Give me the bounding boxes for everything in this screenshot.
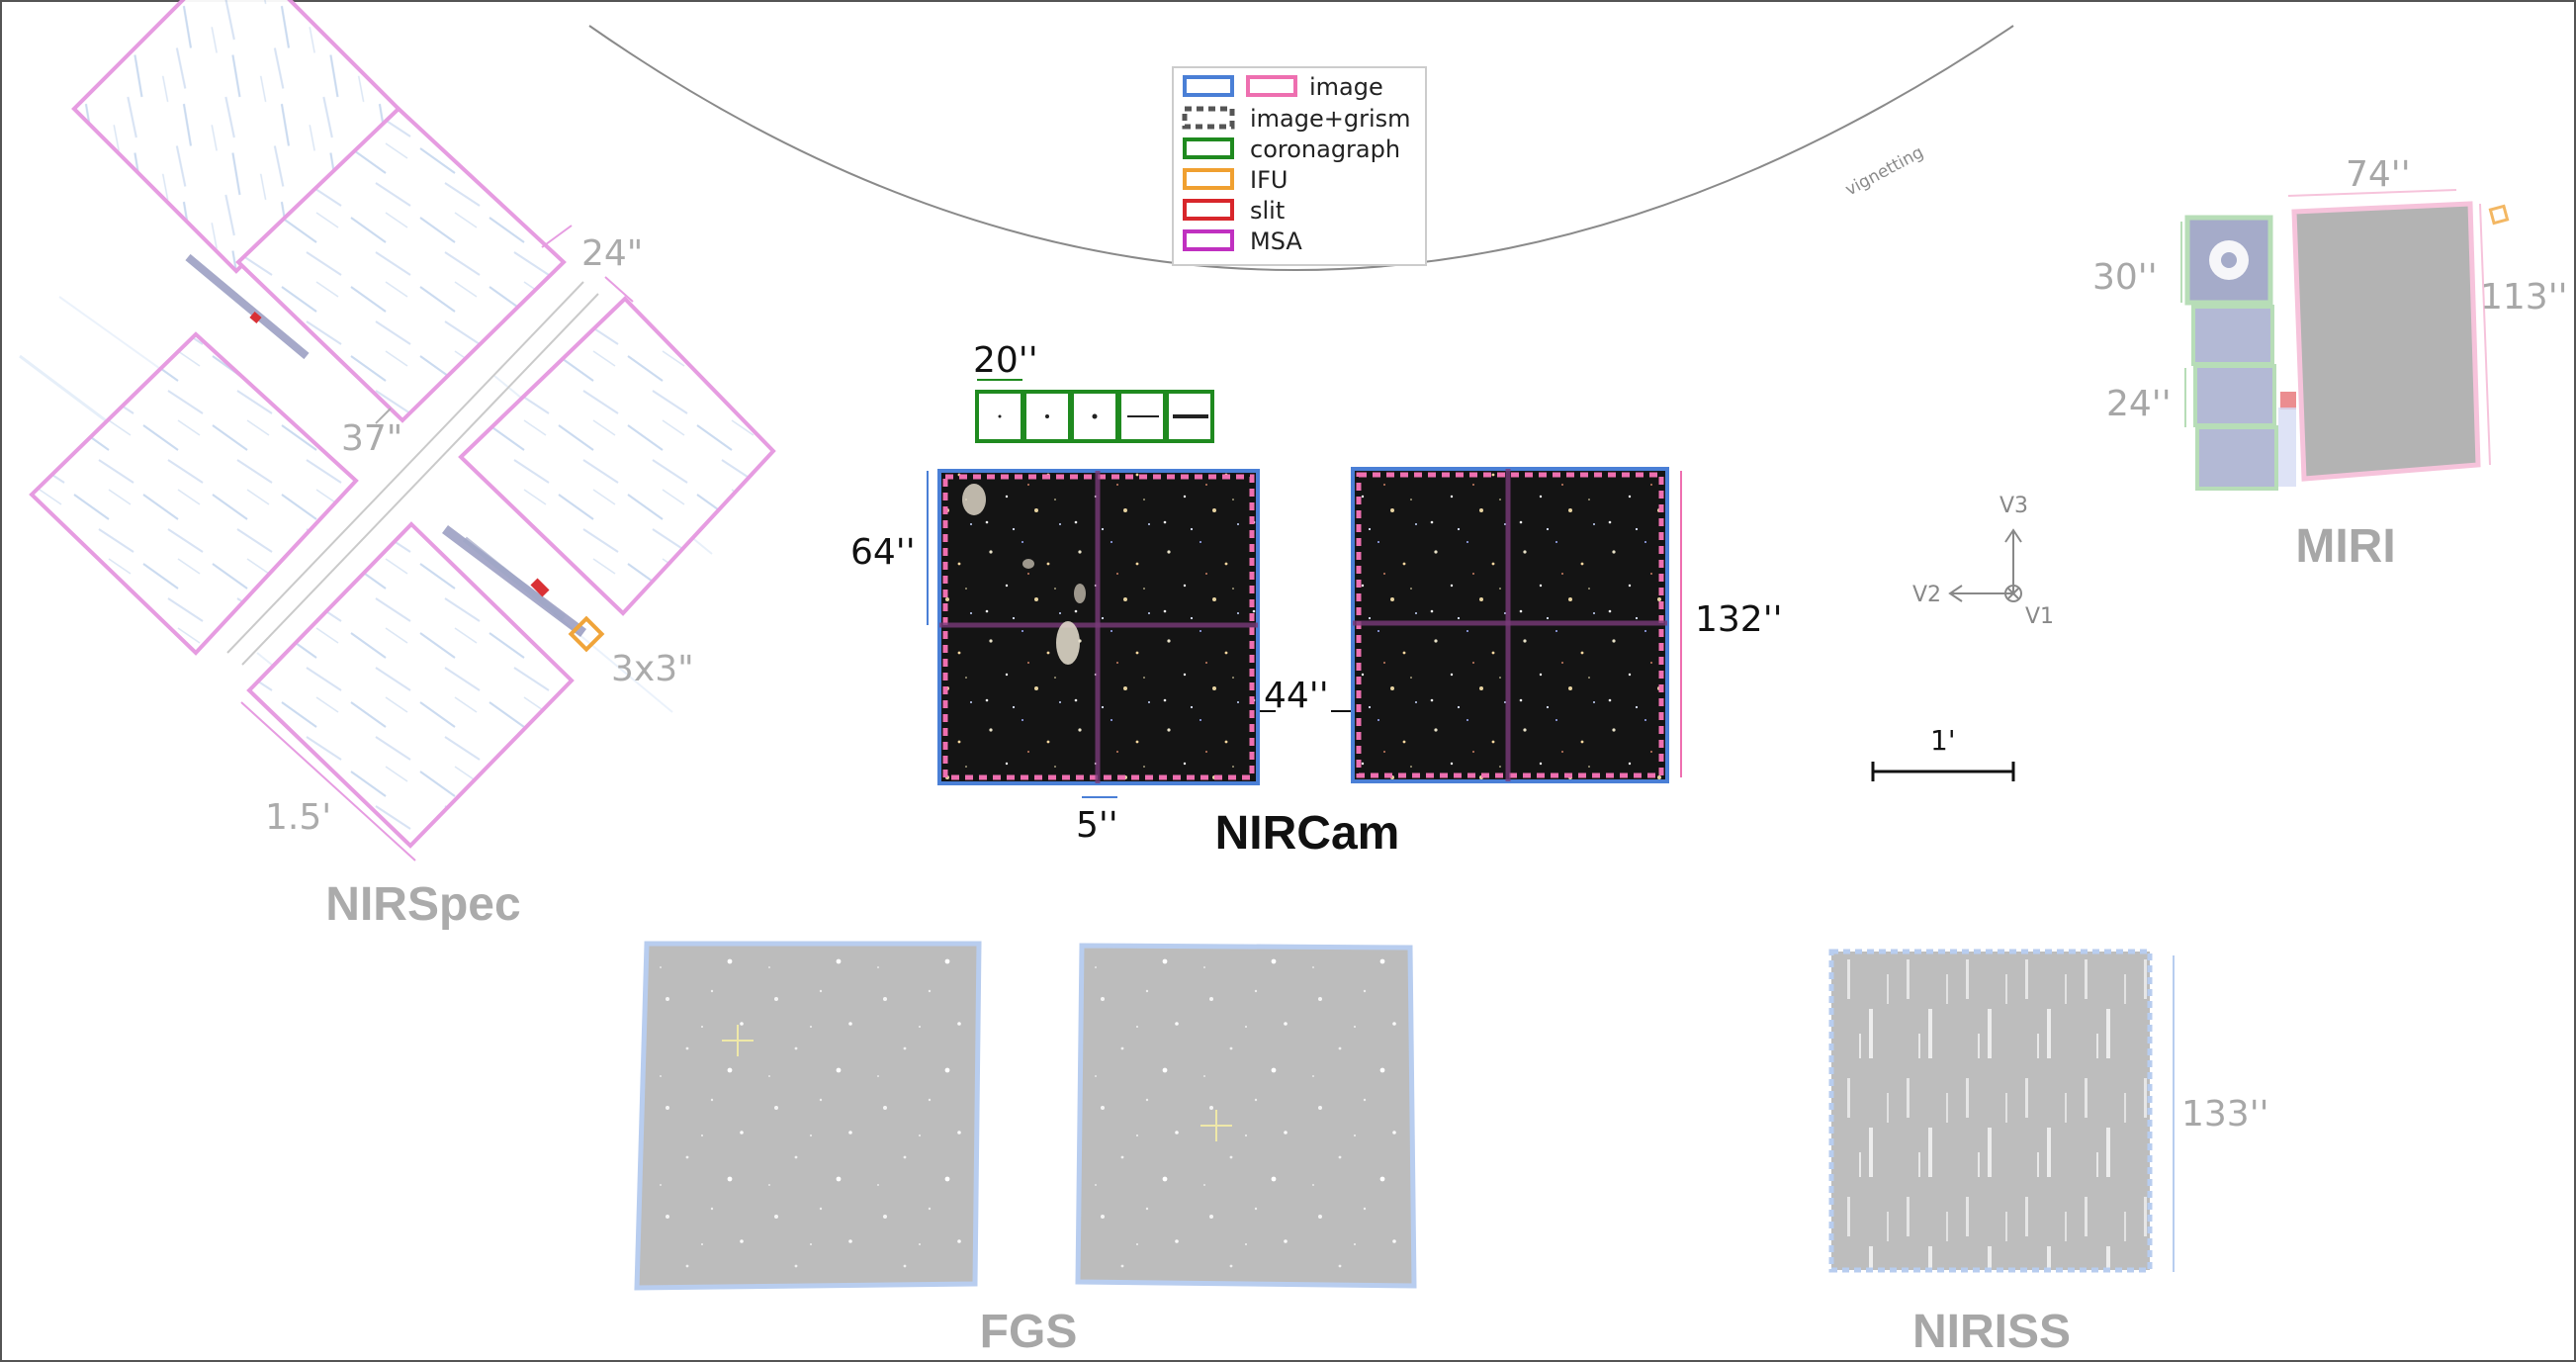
nirspec-dim-gap-mid: 37" [341,418,402,459]
miri-coronagraph-4qpm-3 [2195,425,2278,491]
vignetting-label: vignetting [1842,142,1927,200]
niriss-group: 133'' NIRISS [1828,949,2269,1358]
legend-label-msa: MSA [1250,227,1302,255]
miri-dim-width: 74'' [2346,154,2411,195]
legend-swatch-image-pink [1246,75,1297,97]
miri-dim-coronagraph: 30'' [2092,257,2158,298]
legend-swatch-slit [1183,199,1234,221]
nirspec-dim-side: 1.5' [265,797,331,838]
nircam-dim-height: 64'' [850,532,916,573]
legend-label-coronagraph: coronagraph [1250,136,1400,163]
v1-label: V1 [2025,604,2054,629]
nirspec-msa-quadrant-3 [458,296,776,616]
nircam-title: NIRCam [1215,807,1400,860]
legend-label-image: image [1309,73,1383,101]
nirspec-fixed-slit-upper [185,253,310,360]
nirspec-title: NIRSpec [325,878,520,931]
legend-swatch-msa [1183,229,1234,251]
nirspec-group: 24" 37" 3x3" 1.5' NIRSpec [19,0,776,931]
niriss-dim: 133'' [2181,1094,2269,1135]
vignetting-arc [588,25,2014,271]
miri-ifu-box [2488,204,2510,226]
niriss-detector [1831,952,2150,1270]
nircam-dim-gap-detector: 5'' [1076,805,1118,846]
miri-dim-height: 113'' [2480,277,2568,318]
legend-swatch-grism [1182,106,1235,130]
niriss-title: NIRISS [1912,1306,2071,1358]
nircam-dim-coronagraph: 20'' [973,340,1038,381]
v-axes: V3 V2 V1 [1912,494,2054,629]
legend-label-grism: image+grism [1250,105,1411,133]
scale-bar: 1' [1871,724,2015,781]
miri-width-dim-line [2287,189,2457,197]
legend-label-slit: slit [1250,197,1285,225]
nirspec-gap-line-1 [226,281,584,654]
nircam-group: 20'' 64'' 5'' 44'' [850,340,1783,860]
miri-imager [2291,201,2481,482]
nirspec-gap-line-2 [241,293,599,666]
miri-dim-small: 24'' [2106,384,2172,424]
miri-group [2180,189,2510,491]
nircam-module-a: 64'' 5'' [850,469,1260,846]
nircam-dim-long: 132'' [1695,599,1783,640]
miri-title: MIRI [2295,520,2395,573]
nirspec-msa-quadrant-2 [29,331,359,656]
nircam-module-b: 132'' [1351,467,1783,783]
miri-coronagraph-4qpm-2 [2193,364,2276,427]
scale-bar-label: 1' [1930,724,1956,757]
v1-axis-symbol [2004,585,2022,602]
fgs-detector-1 [634,941,982,1291]
nirspec-slit-mark-upper [249,311,262,324]
nircam-coronagraph-3 [1070,390,1119,443]
legend-swatch-coronagraph [1183,137,1234,159]
v2-label: V2 [1912,583,1941,607]
legend-swatch-ifu [1183,168,1234,190]
nirspec-slit-mark-lower [530,578,550,597]
legend-label-ifu: IFU [1250,166,1288,194]
fgs-title: FGS [980,1306,1078,1358]
fgs-detector-2 [1075,943,1417,1289]
miri-height-dim-line [2479,203,2491,466]
nirspec-ifu-box [568,615,605,653]
fgs-group: FGS [634,941,1417,1358]
nirspec-msa-quadrant-4 [246,521,575,849]
nirspec-msa-quadrant-1 [235,106,567,423]
nirspec-dim-gap-top: 24" [581,233,643,274]
nircam-dim-gap-module: 44'' [1264,676,1329,716]
nirspec-dim-ifu: 3x3" [611,649,694,689]
nircam-coronagraph-strip: 20'' [973,340,1214,443]
legend-swatch-image-blue [1183,75,1234,97]
miri-coronagraph-4qpm-1 [2191,305,2274,366]
legend: image image+grism coronagraph IFU slit M… [1172,66,1427,266]
miri-slit [2280,392,2296,409]
v3-label: V3 [1999,494,2028,518]
